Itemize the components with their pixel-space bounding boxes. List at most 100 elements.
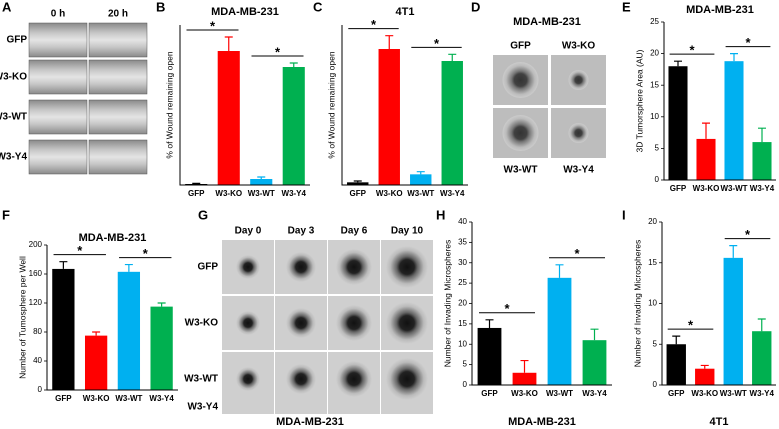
chart-title: MDA-MB-231 xyxy=(211,6,279,18)
sphere xyxy=(386,246,428,288)
bar xyxy=(724,61,744,180)
row-label: GFP xyxy=(6,35,27,46)
significance-mark: * xyxy=(745,227,751,242)
y-tick-label: 5 xyxy=(653,339,658,348)
panel-title: MDA-MB-231 xyxy=(513,16,581,28)
row-label: W3-KO xyxy=(0,72,27,83)
bar xyxy=(477,327,502,385)
y-tick-label: 20 xyxy=(648,217,657,226)
sphere xyxy=(236,367,260,391)
x-tick-label: GFP xyxy=(350,189,367,198)
axis xyxy=(663,22,776,181)
significance-mark: * xyxy=(371,17,377,32)
x-tick-label: W3-KO xyxy=(693,184,720,193)
panel-letter: D xyxy=(471,0,480,14)
sphere xyxy=(286,252,316,282)
bar xyxy=(666,344,686,385)
x-tick-label: W3-WT xyxy=(546,389,573,398)
sphere xyxy=(502,115,539,151)
panel-letter: G xyxy=(198,207,208,222)
error-bar xyxy=(289,62,298,67)
sphere xyxy=(236,311,260,335)
panel-letter: C xyxy=(313,0,323,14)
error-bar xyxy=(757,318,766,332)
significance-mark: * xyxy=(275,44,281,59)
y-tick-label: 40 xyxy=(33,356,42,365)
micrograph xyxy=(28,99,88,135)
x-tick-label: GFP xyxy=(188,189,205,198)
error-bar xyxy=(485,319,494,328)
bar xyxy=(668,66,688,180)
bar xyxy=(378,49,400,185)
y-tick-label: 40 xyxy=(458,217,467,226)
panel-letter: B xyxy=(156,0,165,14)
micrograph xyxy=(328,400,380,414)
column-label: Day 6 xyxy=(341,226,368,237)
sphere xyxy=(336,249,372,285)
row-label: W3-WT xyxy=(0,112,27,123)
significance-mark: * xyxy=(574,246,580,261)
x-tick-label: W3-WT xyxy=(115,394,142,403)
bar xyxy=(723,257,743,385)
error-bar xyxy=(555,264,564,278)
y-axis-label: Number of Invading Microspheres xyxy=(632,240,642,368)
y-tick-label: 20 xyxy=(458,299,467,308)
micrograph xyxy=(275,400,327,414)
row-label: W3-Y4 xyxy=(0,152,27,163)
image-label: W3-KO xyxy=(562,41,596,52)
y-axis-label: 3D Tumorsphere Area (AU) xyxy=(634,49,644,152)
bar xyxy=(84,335,108,390)
x-tick-label: W3-Y4 xyxy=(149,394,174,403)
x-tick-label: W3-Y4 xyxy=(440,189,465,198)
y-axis-label: Number of Invading Microspheres xyxy=(442,240,452,368)
axis xyxy=(661,222,776,386)
sphere xyxy=(336,361,372,397)
y-axis-label: % of Wound remaining open xyxy=(164,51,174,158)
bar xyxy=(217,51,240,185)
axis xyxy=(471,222,612,386)
significance-mark: * xyxy=(745,35,751,50)
sphere xyxy=(568,70,589,90)
column-label: Day 3 xyxy=(288,226,315,237)
significance-mark: * xyxy=(688,318,694,333)
error-bar xyxy=(416,171,425,175)
error-bar xyxy=(353,180,362,183)
bar xyxy=(52,268,75,390)
chart-title: 4T1 xyxy=(396,6,415,18)
y-tick-label: 10 xyxy=(650,112,659,121)
row-label: W3-Y4 xyxy=(187,402,218,413)
panel-letter: E xyxy=(622,0,631,14)
sphere xyxy=(386,302,428,344)
axis xyxy=(179,25,310,186)
x-tick-label: GFP xyxy=(670,184,687,193)
y-tick-label: 160 xyxy=(29,269,43,278)
error-bar xyxy=(702,122,710,139)
sphere xyxy=(336,305,372,341)
error-bar xyxy=(385,35,394,49)
error-bar xyxy=(59,261,68,269)
error-bar xyxy=(157,302,166,307)
y-axis-label: Number of Tumosphere per Well xyxy=(17,256,27,379)
y-tick-label: 0 xyxy=(38,385,43,394)
y-tick-label: 5 xyxy=(463,360,468,369)
micrograph xyxy=(28,59,88,95)
bar xyxy=(282,67,305,185)
bar xyxy=(441,61,463,185)
y-axis-label: % of Wound remaining open xyxy=(326,51,336,158)
x-tick-label: W3-Y4 xyxy=(282,189,307,198)
axis xyxy=(341,25,468,186)
micrograph xyxy=(28,139,88,175)
row-label: W3-WT xyxy=(184,374,218,385)
y-tick-label: 0 xyxy=(463,380,468,389)
y-tick-label: 5 xyxy=(655,144,660,153)
micrograph xyxy=(381,400,433,414)
x-tick-label: W3-KO xyxy=(511,389,538,398)
row-label: GFP xyxy=(197,262,218,273)
y-tick-label: 30 xyxy=(458,258,467,267)
error-bar xyxy=(520,359,529,373)
x-tick-label: GFP xyxy=(668,389,685,398)
image-label: W3-WT xyxy=(504,165,538,176)
error-bar xyxy=(590,328,599,341)
significance-mark: * xyxy=(434,36,440,51)
